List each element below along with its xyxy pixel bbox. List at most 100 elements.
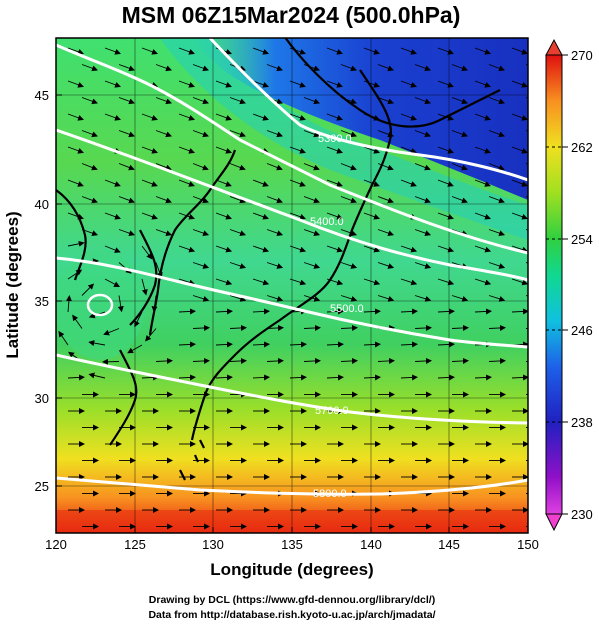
wind-arrow [377,262,395,269]
y-axis-label: Latitude (degrees) [3,211,22,358]
wind-arrow [340,130,357,138]
contour-label-5300: 5300.0 [318,133,352,145]
wind-arrow [141,47,158,55]
wind-arrow [192,357,210,364]
wind-arrow [289,341,307,348]
wind-arrow [229,229,247,237]
wind-arrow [414,64,431,72]
wind-arrow [215,374,233,381]
wind-arrow [266,130,283,138]
wind-arrow [104,113,121,121]
colorbar: 270 262 254 246 238 230 [545,38,593,532]
wind-arrow [511,146,528,154]
wind-arrow [451,97,468,105]
wind-arrow [474,179,491,187]
wind-arrow [474,245,492,253]
colorbar-tick-label: 230 [571,507,593,522]
credit-drawing: Drawing by DCL (https://www.gfd-dennou.o… [149,594,435,606]
contour-5600 [56,256,528,349]
wind-arrow [326,374,344,381]
wind-arrow [215,308,233,315]
wind-arrow [215,80,232,88]
wind-arrow [88,372,106,379]
wind-arrow [303,262,321,269]
wind-arrow [303,324,321,331]
wind-arrow [474,308,492,315]
wind-arrow [67,146,84,154]
wind-arrow [155,64,172,72]
wind-arrow [104,212,121,220]
wind-arrow [81,283,95,296]
wind-arrow [451,295,469,302]
wind-arrow [229,262,247,269]
wind-arrow [488,357,506,364]
wind-arrow [215,245,233,253]
wind-arrow [192,324,210,331]
wind-arrow [363,179,380,187]
wind-arrow [326,179,343,187]
wind-arrow [511,374,528,381]
wind-arrow [474,80,491,88]
wind-arrow [178,374,196,381]
wind-arrow [178,47,195,55]
x-tick-label: 125 [124,537,146,552]
wind-arrow [67,240,85,247]
wind-arrow [141,212,158,220]
wind-arrow [340,262,358,269]
contour-label-5500: 5500.0 [330,303,364,315]
wind-arrow [178,308,196,315]
x-tick-label: 135 [281,537,303,552]
y-tick-label: 25 [35,479,49,494]
x-tick-label: 145 [438,537,460,552]
wind-arrow [414,262,432,269]
wind-arrow [400,278,418,286]
contour-label-5700: 5700.0 [315,405,349,417]
wind-arrow [511,47,528,55]
wind-arrow [303,163,320,171]
wind-arrow [326,245,344,253]
wind-arrow [155,357,173,364]
wind-arrow [488,295,506,302]
wind-arrow [192,295,210,302]
wind-arrow [400,374,418,381]
wind-arrow [400,47,417,55]
wind-arrow [326,308,344,315]
wind-arrow [155,196,172,204]
wind-arrow [104,179,121,187]
wind-streamlines [58,47,528,530]
wind-arrow [141,245,153,260]
wind-arrow [229,97,246,105]
wind-arrow [118,130,135,138]
colorbar-tick-label: 238 [571,415,593,430]
wind-arrow [400,341,418,348]
wind-arrow [437,245,455,253]
wind-arrow [451,64,468,72]
contour-label-5400: 5400.0 [310,216,344,228]
wind-arrow [303,130,320,138]
wind-arrow [104,80,121,88]
wind-arrow [414,196,431,204]
wind-arrow [451,130,468,138]
wind-arrow [81,163,98,171]
wind-arrow [437,47,454,55]
wind-arrow [340,229,358,237]
wind-arrow [289,212,306,220]
wind-arrow [81,130,98,138]
wind-arrow [215,341,233,348]
y-tick-label: 40 [35,197,49,212]
wind-arrow [178,113,195,121]
wind-arrow [289,146,306,154]
colorbar-body [545,54,563,515]
wind-arrow [474,113,491,121]
wind-arrow [67,374,85,381]
colorbar-tick-label: 262 [571,140,593,155]
wind-arrow [155,163,172,171]
wind-arrow [340,163,357,171]
wind-arrow [178,80,195,88]
wind-arrow [437,374,455,381]
colorbar-top-arrow [545,38,563,56]
wind-arrow [488,324,506,331]
wind-arrow [88,340,106,347]
wind-arrow [141,278,148,296]
